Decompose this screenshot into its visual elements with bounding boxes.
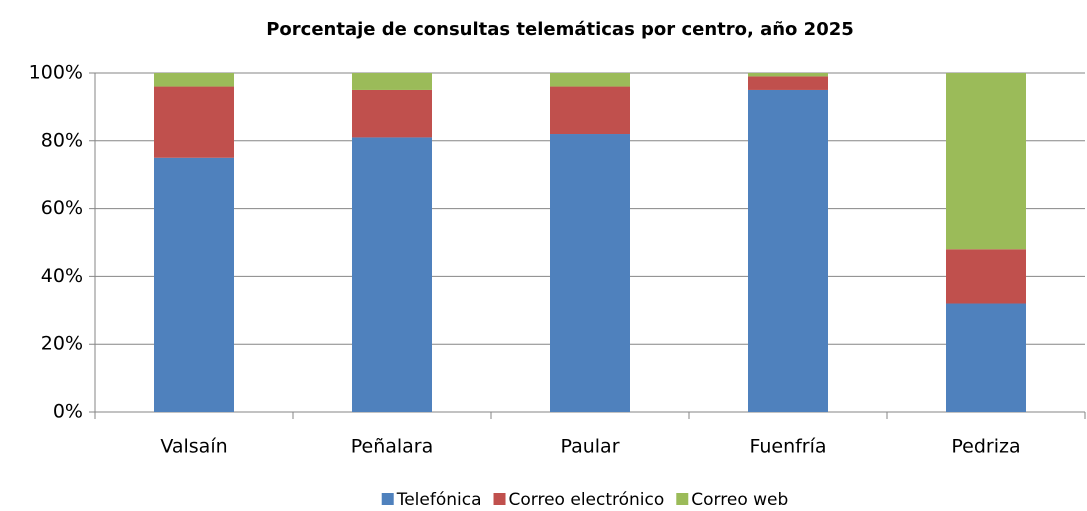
bar-segment (946, 303, 1026, 412)
bar-segment (154, 86, 234, 158)
bar-segment (748, 89, 828, 412)
legend-label: Correo electrónico (509, 490, 665, 510)
bar-segment (352, 137, 432, 412)
x-tick-label: Fuenfría (749, 436, 826, 458)
legend-swatch (493, 493, 506, 505)
bar-segment (352, 89, 432, 138)
x-tick-label: Paular (560, 436, 619, 458)
x-tick-label: Peñalara (351, 436, 434, 458)
legend-swatch (381, 493, 394, 505)
bar-segment (946, 249, 1026, 304)
chart-title: Porcentaje de consultas telemáticas por … (266, 19, 854, 40)
bar-segment (154, 157, 234, 412)
legend: Telefónica Correo electrónico Correo web (381, 490, 788, 510)
bar-segment (550, 73, 630, 87)
y-tick-label: 20% (41, 333, 83, 355)
y-tick-label: 60% (41, 197, 83, 219)
legend-label: Telefónica (396, 490, 482, 510)
y-tick-label: 40% (41, 265, 83, 287)
bar-segment (946, 73, 1026, 250)
bar-segment (550, 86, 630, 135)
bar-segment (748, 76, 828, 90)
legend-swatch (676, 493, 689, 505)
y-tick-label: 80% (41, 129, 83, 151)
y-tick-label: 100% (29, 62, 83, 84)
legend-label: Correo web (691, 490, 788, 510)
bar-segment (748, 73, 828, 77)
bar-segment (352, 73, 432, 90)
bar-segment (154, 73, 234, 87)
y-tick-label: 0% (53, 401, 83, 423)
x-tick-label: Pedriza (951, 436, 1020, 458)
x-tick-label: Valsaín (160, 436, 227, 458)
bar-segment (550, 134, 630, 412)
